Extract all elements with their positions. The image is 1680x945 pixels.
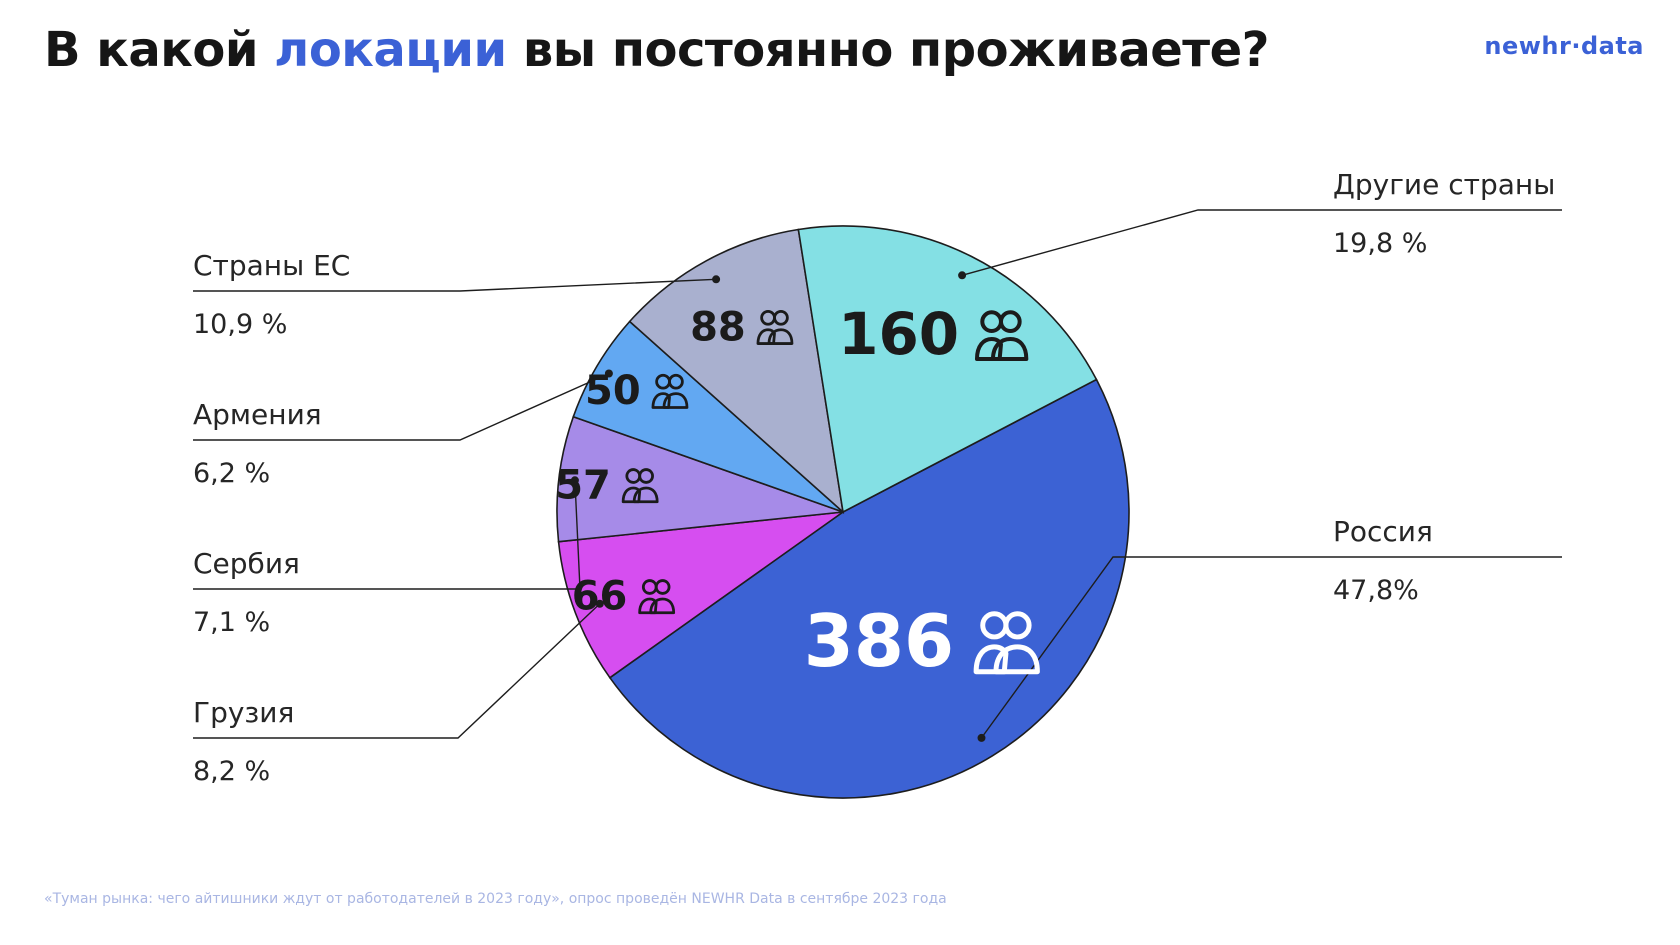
- leader-line-georgia: [193, 603, 601, 739]
- slice-count-serbia: 57: [555, 462, 611, 508]
- slice-percent-serbia: 7,1 %: [193, 607, 270, 638]
- slice-count-group-other: 160: [838, 300, 1029, 368]
- leader-line-armenia: [193, 372, 610, 441]
- pie-slice-serbia: [556, 415, 844, 543]
- slice-percent-eu: 10,9 %: [193, 309, 287, 340]
- slice-label-russia: Россия: [1333, 515, 1433, 548]
- slice-count-other: 160: [838, 300, 959, 368]
- slice-count-georgia: 66: [572, 573, 628, 619]
- slice-percent-russia: 47,8%: [1333, 575, 1419, 606]
- pie-slice-other: [797, 225, 1098, 514]
- slice-label-georgia: Грузия: [193, 696, 294, 729]
- slice-counts: 386 66 57 50 88 160: [555, 300, 1040, 683]
- slice-count-eu: 88: [690, 304, 746, 350]
- slice-label-serbia: Сербия: [193, 547, 300, 580]
- brand-logo: newhr·data: [1484, 32, 1644, 60]
- slice-count-russia: 386: [804, 599, 954, 683]
- slice-labels: Россия 47,8% Грузия 8,2 % Сербия 7,1 % Армения…: [193, 168, 1555, 787]
- slice-percent-georgia: 8,2 %: [193, 756, 270, 787]
- leader-lines: [193, 209, 1562, 742]
- people-icon: [973, 611, 1040, 675]
- slice-count-group-georgia: 66: [572, 573, 676, 619]
- title-highlight: локации: [274, 22, 507, 78]
- people-icon: [621, 468, 659, 504]
- slice-count-armenia: 50: [585, 368, 641, 414]
- people-icon: [651, 373, 689, 409]
- leader-line-russia: [980, 556, 1562, 739]
- slice-label-other: Другие страны: [1333, 168, 1555, 201]
- pie-slices: [556, 225, 1130, 799]
- leader-line-other: [961, 209, 1562, 276]
- slice-count-group-russia: 386: [804, 599, 1040, 683]
- people-icon: [756, 309, 794, 345]
- slice-percent-other: 19,8 %: [1333, 228, 1427, 259]
- leader-line-serbia: [193, 480, 581, 590]
- title-part-2: вы постоянно проживаете?: [506, 22, 1270, 78]
- pie-slice-eu: [628, 228, 845, 515]
- slice-count-group-serbia: 57: [555, 462, 659, 508]
- slice-label-armenia: Армения: [193, 398, 322, 431]
- leader-line-eu: [193, 278, 717, 292]
- source-footnote: «Туман рынка: чего айтишники ждут от раб…: [44, 891, 947, 907]
- people-icon: [974, 310, 1029, 361]
- slice-percent-armenia: 6,2 %: [193, 458, 270, 489]
- slice-count-group-eu: 88: [690, 304, 794, 350]
- title-part-1: В какой: [44, 22, 275, 78]
- slice-count-group-armenia: 50: [585, 368, 689, 414]
- people-icon: [638, 579, 676, 615]
- pie-slice-georgia: [557, 510, 846, 679]
- page-title: В какой локации вы постоянно проживаете?: [44, 22, 1270, 78]
- pie-slice-russia: [608, 378, 1130, 799]
- slice-label-eu: Страны ЕС: [193, 249, 350, 282]
